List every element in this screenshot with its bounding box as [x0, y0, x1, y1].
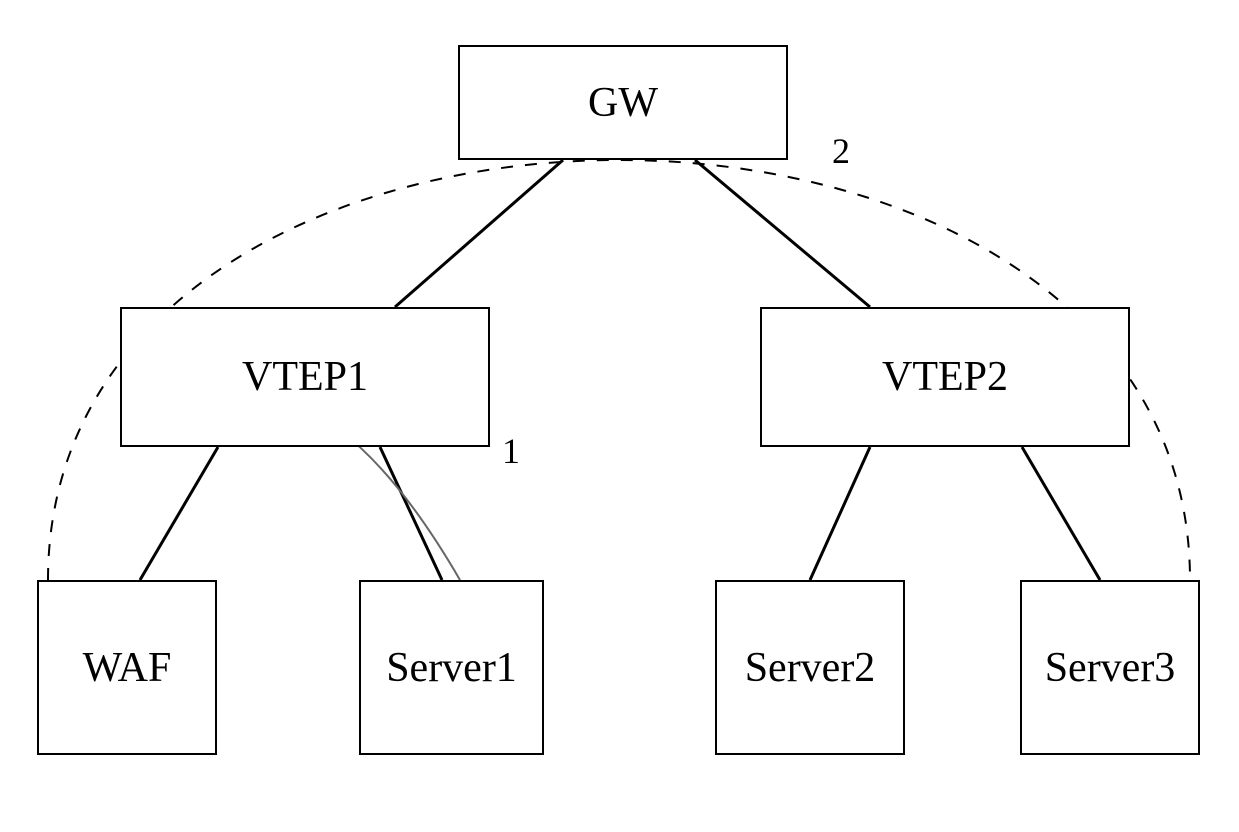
node-waf: WAF — [37, 580, 217, 755]
node-label-server1: Server1 — [386, 644, 517, 692]
node-label-server3: Server3 — [1045, 644, 1176, 692]
edge-4 — [810, 447, 870, 580]
node-label-vtep2: VTEP2 — [882, 353, 1008, 401]
edge-3 — [380, 447, 442, 580]
node-label-vtep1: VTEP1 — [242, 353, 368, 401]
node-gw: GW — [458, 45, 788, 160]
arc-label-arc1: 1 — [502, 430, 520, 472]
edge-2 — [140, 447, 218, 580]
arc-label-arc2: 2 — [832, 130, 850, 172]
node-server2: Server2 — [715, 580, 905, 755]
node-label-gw: GW — [588, 79, 658, 127]
node-vtep2: VTEP2 — [760, 307, 1130, 447]
node-server3: Server3 — [1020, 580, 1200, 755]
edge-0 — [395, 160, 563, 307]
node-server1: Server1 — [359, 580, 544, 755]
edge-5 — [1022, 447, 1100, 580]
node-label-server2: Server2 — [745, 644, 876, 692]
node-vtep1: VTEP1 — [120, 307, 490, 447]
diagram-canvas: GW VTEP1 VTEP2 WAF Server1 Server2 Server3 1 2 — [0, 0, 1239, 832]
node-label-waf: WAF — [83, 644, 172, 692]
edge-1 — [695, 160, 870, 307]
